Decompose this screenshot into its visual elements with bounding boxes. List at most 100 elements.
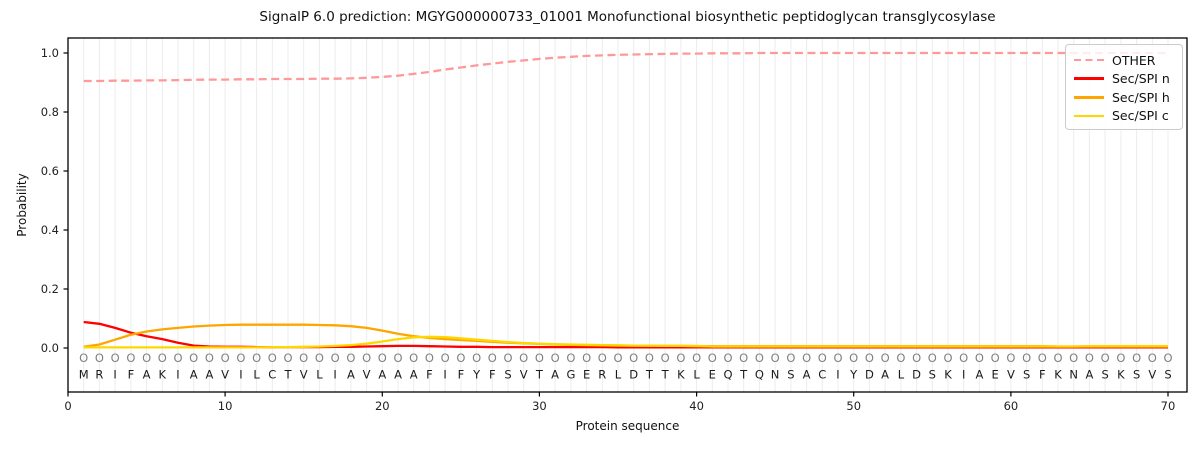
svg-text:O: O [236, 351, 245, 365]
svg-text:O: O [409, 351, 418, 365]
svg-text:O: O [362, 351, 371, 365]
svg-text:O: O [1132, 351, 1141, 365]
svg-text:I: I [962, 368, 965, 382]
chart-title: SignalP 6.0 prediction: MGYG000000733_01… [259, 9, 996, 25]
svg-text:S: S [1023, 368, 1030, 382]
svg-text:O: O [849, 351, 858, 365]
svg-text:V: V [300, 368, 308, 382]
svg-text:O: O [959, 351, 968, 365]
svg-text:F: F [458, 368, 465, 382]
svg-text:O: O [1116, 351, 1125, 365]
svg-text:O: O [503, 351, 512, 365]
svg-text:10: 10 [218, 399, 233, 413]
series-sec-spi-h [83, 323, 1168, 348]
svg-text:S: S [787, 368, 794, 382]
svg-text:O: O [865, 351, 874, 365]
svg-text:Q: Q [755, 368, 764, 382]
svg-text:A: A [394, 368, 402, 382]
svg-text:L: L [253, 368, 260, 382]
plot-border [67, 37, 1188, 393]
svg-text:T: T [535, 368, 544, 382]
svg-text:A: A [190, 368, 198, 382]
svg-text:O: O [79, 351, 88, 365]
svg-text:K: K [1117, 368, 1125, 382]
svg-text:O: O [441, 351, 450, 365]
svg-text:A: A [881, 368, 889, 382]
svg-text:K: K [1054, 368, 1062, 382]
legend-label: OTHER [1112, 52, 1156, 68]
svg-text:O: O [771, 351, 780, 365]
svg-text:O: O [582, 351, 591, 365]
svg-text:N: N [1069, 368, 1078, 382]
svg-text:G: G [566, 368, 575, 382]
svg-text:O: O [346, 351, 355, 365]
svg-text:0.4: 0.4 [41, 223, 59, 237]
svg-text:R: R [95, 368, 103, 382]
svg-text:O: O [645, 351, 654, 365]
svg-text:I: I [333, 368, 336, 382]
svg-text:O: O [519, 351, 528, 365]
svg-text:S: S [1101, 368, 1108, 382]
svg-text:50: 50 [846, 399, 861, 413]
svg-text:O: O [613, 351, 622, 365]
svg-text:O: O [189, 351, 198, 365]
svg-text:O: O [1101, 351, 1110, 365]
legend-swatch-red-line-icon [1074, 77, 1104, 80]
svg-text:O: O [896, 351, 905, 365]
svg-text:0: 0 [64, 399, 71, 413]
svg-text:O: O [991, 351, 1000, 365]
svg-text:D: D [629, 368, 638, 382]
svg-text:I: I [836, 368, 839, 382]
legend-item-other: OTHER [1074, 51, 1174, 69]
svg-text:V: V [363, 368, 371, 382]
svg-text:40: 40 [689, 399, 704, 413]
svg-text:V: V [520, 368, 528, 382]
svg-text:D: D [912, 368, 921, 382]
svg-text:O: O [535, 351, 544, 365]
y-axis-ticks: 0.0 0.2 0.4 0.6 0.8 1.0 [41, 46, 68, 355]
legend-swatch-orange-line-icon [1074, 96, 1104, 99]
svg-text:M: M [79, 368, 89, 382]
svg-text:O: O [173, 351, 182, 365]
svg-text:A: A [410, 368, 418, 382]
svg-text:O: O [566, 351, 575, 365]
svg-text:T: T [283, 368, 292, 382]
svg-text:S: S [1164, 368, 1171, 382]
svg-text:I: I [443, 368, 446, 382]
svg-text:O: O [205, 351, 214, 365]
svg-text:L: L [316, 368, 323, 382]
svg-text:1.0: 1.0 [41, 46, 59, 60]
svg-text:C: C [268, 368, 276, 382]
svg-text:I: I [176, 368, 179, 382]
svg-text:O: O [912, 351, 921, 365]
svg-text:O: O [676, 351, 685, 365]
svg-text:A: A [975, 368, 983, 382]
series-other [83, 51, 1168, 83]
svg-text:K: K [159, 368, 167, 382]
svg-text:O: O [1148, 351, 1157, 365]
svg-text:F: F [1039, 368, 1046, 382]
svg-text:E: E [583, 368, 590, 382]
svg-text:A: A [551, 368, 559, 382]
svg-text:O: O [802, 351, 811, 365]
legend: OTHER Sec/SPI n Sec/SPI h Sec/SPI c [1065, 44, 1183, 130]
svg-text:O: O [456, 351, 465, 365]
gridlines [83, 38, 1169, 392]
svg-text:O: O [1053, 351, 1062, 365]
svg-text:O: O [661, 351, 670, 365]
svg-text:O: O [943, 351, 952, 365]
svg-text:F: F [128, 368, 135, 382]
svg-text:O: O [881, 351, 890, 365]
svg-text:R: R [598, 368, 606, 382]
svg-text:S: S [1133, 368, 1140, 382]
legend-label: Sec/SPI n [1112, 71, 1170, 87]
svg-text:0.8: 0.8 [41, 105, 59, 119]
svg-text:E: E [991, 368, 998, 382]
x-axis-label: Protein sequence [575, 419, 680, 433]
svg-text:O: O [378, 351, 387, 365]
svg-text:70: 70 [1161, 399, 1176, 413]
svg-text:O: O [629, 351, 638, 365]
